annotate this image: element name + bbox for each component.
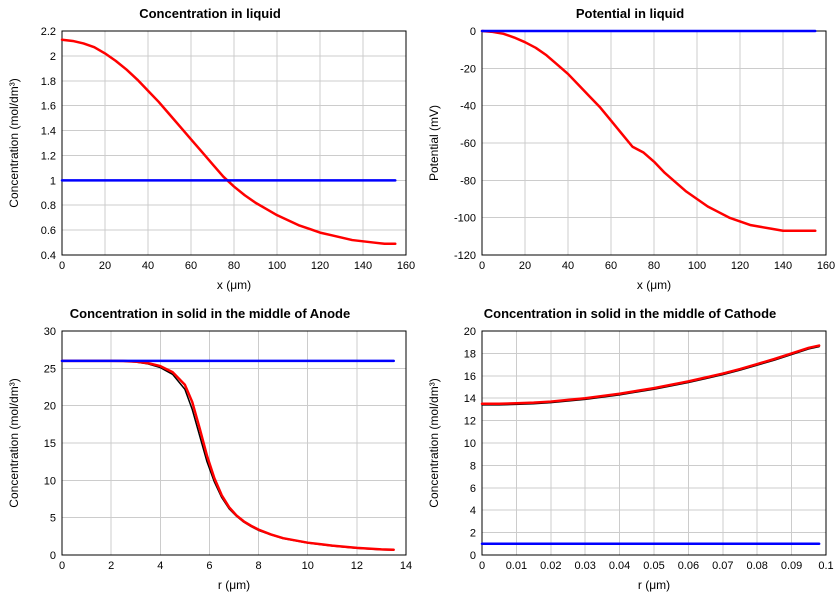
svg-text:30: 30 bbox=[44, 326, 56, 338]
svg-text:1.6: 1.6 bbox=[41, 101, 56, 113]
chart-grid: Concentration in liquid 0204060801001201… bbox=[0, 0, 840, 600]
chart-svg-concentration-anode: 0 2 4 6 8 10 12 14 0 5 10 15 20 25 30 r (μm) Concentrati… bbox=[4, 325, 416, 595]
svg-text:0.6: 0.6 bbox=[41, 225, 56, 237]
svg-text:140: 140 bbox=[774, 260, 792, 272]
svg-text:0.4: 0.4 bbox=[41, 250, 56, 262]
panel-concentration-liquid: Concentration in liquid 0 20 40 60 80 100 120 1… bbox=[0, 0, 420, 300]
chart-svg-potential-liquid: 0 20 40 60 80 100 120 140 160 -120 -100 -80 -60 -40 -2… bbox=[424, 25, 836, 295]
svg-text:0.02: 0.02 bbox=[540, 560, 561, 572]
svg-text:x (μm): x (μm) bbox=[217, 278, 251, 292]
svg-text:Concentration (mol/dm³): Concentration (mol/dm³) bbox=[427, 378, 441, 507]
panel-potential-liquid: Potential in liquid 0 20 40 60 80 100 120 140 16… bbox=[420, 0, 840, 300]
svg-text:40: 40 bbox=[142, 260, 154, 272]
svg-text:80: 80 bbox=[228, 260, 240, 272]
svg-text:0: 0 bbox=[50, 550, 56, 562]
svg-text:14: 14 bbox=[464, 393, 476, 405]
svg-text:20: 20 bbox=[44, 401, 56, 413]
svg-text:0.01: 0.01 bbox=[506, 560, 527, 572]
svg-text:Concentration (mol/dm³): Concentration (mol/dm³) bbox=[7, 78, 21, 207]
svg-text:0: 0 bbox=[470, 26, 476, 38]
chart-title: Potential in liquid bbox=[424, 6, 836, 21]
svg-text:-120: -120 bbox=[454, 250, 476, 262]
svg-text:0: 0 bbox=[59, 560, 65, 572]
svg-text:40: 40 bbox=[562, 260, 574, 272]
svg-text:0.04: 0.04 bbox=[609, 560, 630, 572]
svg-text:20: 20 bbox=[99, 260, 111, 272]
svg-text:1.8: 1.8 bbox=[41, 76, 56, 88]
svg-text:60: 60 bbox=[185, 260, 197, 272]
svg-text:18: 18 bbox=[464, 348, 476, 360]
chart-svg-concentration-liquid: 0 20 40 60 80 100 120 140 160 0.4 0.6 0.8 1 1.2 1.4 1.6… bbox=[4, 25, 416, 295]
svg-text:4: 4 bbox=[157, 560, 163, 572]
svg-text:20: 20 bbox=[464, 326, 476, 338]
svg-text:8: 8 bbox=[256, 560, 262, 572]
svg-text:0.09: 0.09 bbox=[781, 560, 802, 572]
svg-text:5: 5 bbox=[50, 513, 56, 525]
svg-text:x (μm): x (μm) bbox=[637, 278, 671, 292]
svg-text:15: 15 bbox=[44, 438, 56, 450]
svg-text:12: 12 bbox=[464, 416, 476, 428]
svg-text:1.2: 1.2 bbox=[41, 150, 56, 162]
svg-text:2: 2 bbox=[470, 528, 476, 540]
svg-text:0.07: 0.07 bbox=[712, 560, 733, 572]
svg-text:0: 0 bbox=[470, 550, 476, 562]
svg-text:20: 20 bbox=[519, 260, 531, 272]
svg-text:14: 14 bbox=[400, 560, 412, 572]
svg-text:10: 10 bbox=[302, 560, 314, 572]
svg-text:0: 0 bbox=[479, 560, 485, 572]
svg-text:80: 80 bbox=[648, 260, 660, 272]
svg-text:100: 100 bbox=[268, 260, 286, 272]
svg-text:6: 6 bbox=[206, 560, 212, 572]
svg-text:2.2: 2.2 bbox=[41, 26, 56, 38]
svg-text:120: 120 bbox=[311, 260, 329, 272]
svg-text:16: 16 bbox=[464, 371, 476, 383]
svg-text:0: 0 bbox=[59, 260, 65, 272]
svg-text:160: 160 bbox=[817, 260, 835, 272]
svg-text:2: 2 bbox=[50, 51, 56, 63]
svg-text:0.06: 0.06 bbox=[678, 560, 699, 572]
svg-text:r (μm): r (μm) bbox=[638, 578, 670, 592]
svg-text:10: 10 bbox=[464, 438, 476, 450]
svg-text:1.4: 1.4 bbox=[41, 126, 56, 138]
panel-concentration-anode: Concentration in solid in the middle of … bbox=[0, 300, 420, 600]
svg-text:-40: -40 bbox=[460, 101, 476, 113]
svg-text:0.8: 0.8 bbox=[41, 200, 56, 212]
svg-text:0.1: 0.1 bbox=[818, 560, 833, 572]
svg-text:Potential (mV): Potential (mV) bbox=[427, 105, 441, 181]
chart-title: Concentration in solid in the middle of … bbox=[424, 306, 836, 321]
svg-text:100: 100 bbox=[688, 260, 706, 272]
svg-text:160: 160 bbox=[397, 260, 415, 272]
chart-title: Concentration in solid in the middle of … bbox=[4, 306, 416, 321]
svg-text:25: 25 bbox=[44, 363, 56, 375]
svg-text:10: 10 bbox=[44, 475, 56, 487]
chart-title: Concentration in liquid bbox=[4, 6, 416, 21]
svg-text:6: 6 bbox=[470, 483, 476, 495]
svg-text:0: 0 bbox=[479, 260, 485, 272]
svg-text:120: 120 bbox=[731, 260, 749, 272]
svg-text:140: 140 bbox=[354, 260, 372, 272]
svg-text:1: 1 bbox=[50, 175, 56, 187]
panel-concentration-cathode: Concentration in solid in the middle of … bbox=[420, 300, 840, 600]
svg-text:-100: -100 bbox=[454, 213, 476, 225]
svg-text:2: 2 bbox=[108, 560, 114, 572]
svg-text:0.03: 0.03 bbox=[574, 560, 595, 572]
chart-svg-concentration-cathode: 0 0.01 0.02 0.03 0.04 0.05 0.06 0.07 0.08 0.09 0.1… bbox=[424, 325, 836, 595]
svg-text:-80: -80 bbox=[460, 175, 476, 187]
svg-text:0.08: 0.08 bbox=[746, 560, 767, 572]
svg-text:12: 12 bbox=[351, 560, 363, 572]
svg-text:-20: -20 bbox=[460, 63, 476, 75]
svg-text:-60: -60 bbox=[460, 138, 476, 150]
svg-text:8: 8 bbox=[470, 460, 476, 472]
svg-text:4: 4 bbox=[470, 505, 476, 517]
svg-text:0.05: 0.05 bbox=[643, 560, 664, 572]
svg-text:r (μm): r (μm) bbox=[218, 578, 250, 592]
svg-text:Concentration (mol/dm³): Concentration (mol/dm³) bbox=[7, 378, 21, 507]
svg-text:60: 60 bbox=[605, 260, 617, 272]
